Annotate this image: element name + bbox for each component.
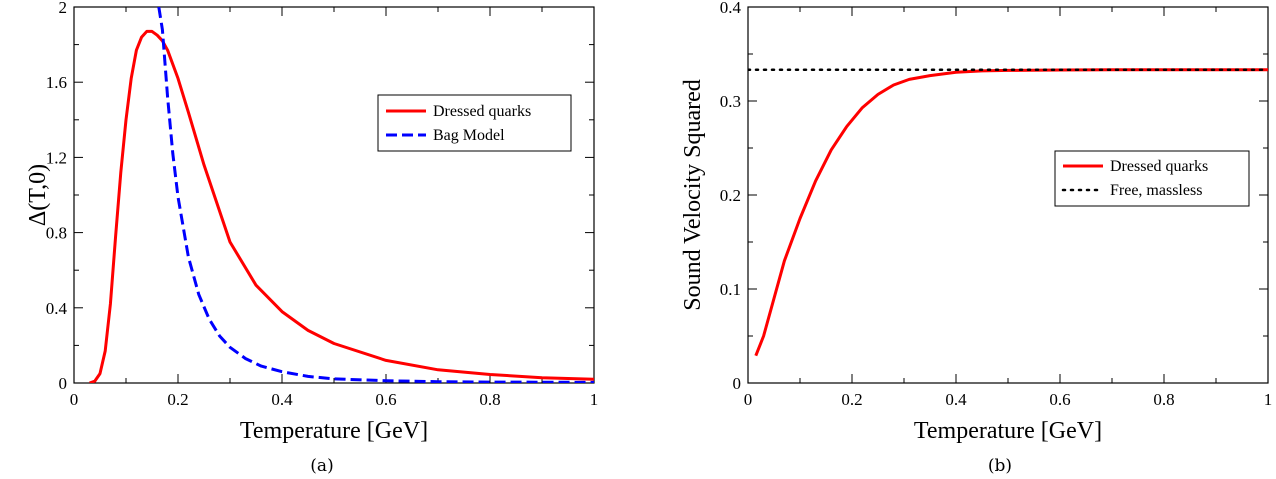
a-x-tick-label: 0.4 (271, 390, 293, 409)
panel-a: 0 0.2 0.4 0.6 0.8 1 0 0.4 0.8 1.2 1.6 2 Temperature… (25, 0, 598, 476)
a-x-tick-label: 0.8 (479, 390, 500, 409)
b-y-tick-label: 0.1 (720, 280, 741, 299)
a-x-tick-label: 1 (590, 390, 599, 409)
a-legend-box (377, 94, 572, 152)
a-y-tick-label: 2 (59, 0, 68, 17)
a-x-tick-label: 0.6 (375, 390, 396, 409)
b-legend-label-free-massless: Free, massless (1110, 182, 1202, 199)
a-caption: (a) (310, 456, 333, 476)
a-y-tick-label: 0 (59, 374, 68, 393)
a-y-tick-label: 1.2 (46, 148, 67, 167)
b-series (748, 68, 1268, 357)
b-x-tick-label: 0 (744, 390, 753, 409)
a-legend: Dressed quarks Bag Model (377, 94, 572, 152)
a-tick-labels: 0 0.2 0.4 0.6 0.8 1 0 0.4 0.8 1.2 1.6 2 (46, 0, 599, 409)
b-caption: (b) (988, 456, 1012, 476)
b-legend-box (1054, 150, 1250, 207)
a-ticks (73, 6, 595, 384)
panel-b: 0 0.2 0.4 0.6 0.8 1 0 0.1 0.2 0.3 0.4 Temperature … (680, 0, 1272, 476)
a-legend-label-bag-model: Bag Model (433, 127, 505, 144)
b-x-tick-label: 0.6 (1049, 390, 1070, 409)
plot-frame-a (73, 6, 595, 384)
a-xlabel: Temperature [GeV] (240, 418, 428, 444)
a-y-tick-label: 1.6 (46, 73, 67, 92)
a-y-tick-label: 0.8 (46, 224, 67, 243)
b-y-tick-label: 0.2 (720, 186, 741, 205)
a-ylabel: Δ(T,0) (25, 164, 51, 226)
b-y-tick-label: 0 (733, 374, 742, 393)
b-legend: Dressed quarks Free, massless (1054, 150, 1250, 207)
b-x-tick-label: 0.4 (945, 390, 967, 409)
b-legend-label-dressed-quarks: Dressed quarks (1110, 158, 1208, 175)
a-series-dressed-quarks (89, 29, 594, 383)
b-y-tick-label: 0.4 (720, 0, 742, 17)
a-series (89, 7, 594, 383)
b-ticks (747, 6, 1269, 384)
a-legend-label-dressed-quarks: Dressed quarks (433, 103, 531, 120)
a-x-tick-label: 0.2 (167, 390, 188, 409)
a-x-tick-label: 0 (70, 390, 79, 409)
b-y-tick-label: 0.3 (720, 92, 741, 111)
b-x-tick-label: 0.8 (1153, 390, 1174, 409)
b-xlabel: Temperature [GeV] (914, 418, 1102, 444)
a-series-bag-model (157, 7, 594, 383)
b-series-dressed-quarks (754, 68, 1268, 357)
b-x-tick-label: 0.2 (841, 390, 862, 409)
b-ylabel: Sound Velocity Squared (680, 79, 706, 311)
b-tick-labels: 0 0.2 0.4 0.6 0.8 1 0 0.1 0.2 0.3 0.4 (720, 0, 1273, 409)
a-y-tick-label: 0.4 (46, 299, 68, 318)
b-x-tick-label: 1 (1264, 390, 1273, 409)
